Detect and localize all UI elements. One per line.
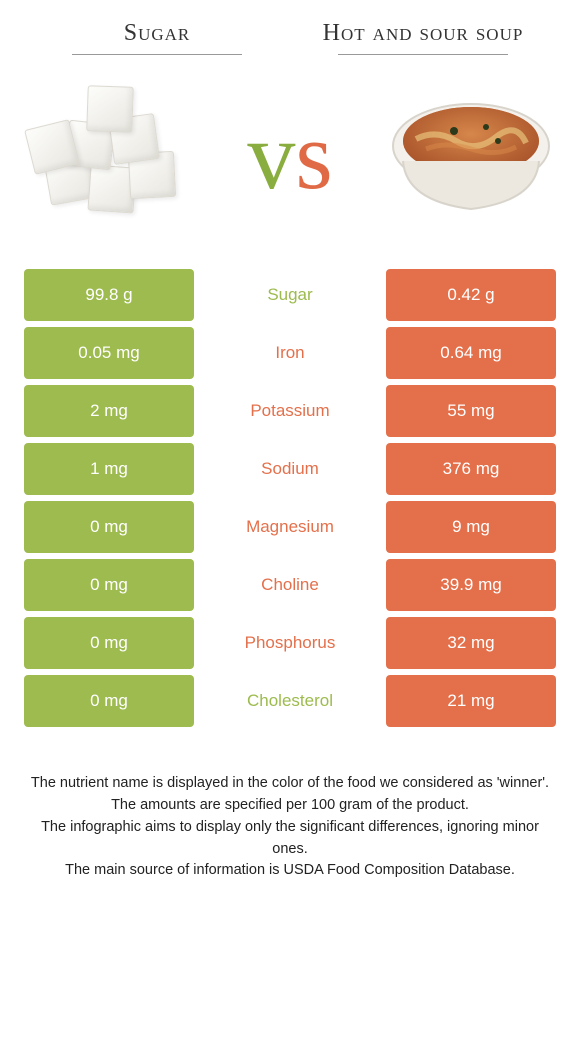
table-row: 2 mgPotassium55 mg [24,385,556,437]
nutrient-label: Phosphorus [194,617,386,669]
image-row: vs [24,71,556,241]
header-row: Sugar Hot and sour soup [24,20,556,55]
divider-right [338,54,508,55]
infographic: Sugar Hot and sour soup vs [0,0,580,902]
sugar-cubes-icon [29,86,189,226]
comparison-table: 99.8 gSugar0.42 g0.05 mgIron0.64 mg2 mgP… [24,269,556,727]
table-row: 1 mgSodium376 mg [24,443,556,495]
nutrient-label: Iron [194,327,386,379]
table-row: 0 mgCholine39.9 mg [24,559,556,611]
footer-line: The main source of information is USDA F… [28,860,552,882]
value-right: 21 mg [386,675,556,727]
vs-v: v [247,108,295,204]
value-right: 32 mg [386,617,556,669]
nutrient-label: Magnesium [194,501,386,553]
divider-left [72,54,242,55]
value-left: 0 mg [24,617,194,669]
table-row: 0 mgCholesterol21 mg [24,675,556,727]
nutrient-label: Sugar [194,269,386,321]
value-left: 0 mg [24,501,194,553]
value-left: 0 mg [24,675,194,727]
nutrient-label: Potassium [194,385,386,437]
value-left: 2 mg [24,385,194,437]
header-left: Sugar [24,20,290,55]
table-row: 0.05 mgIron0.64 mg [24,327,556,379]
soup-image [386,71,556,241]
header-right: Hot and sour soup [290,20,556,55]
title-right: Hot and sour soup [290,20,556,46]
value-left: 99.8 g [24,269,194,321]
nutrient-label: Choline [194,559,386,611]
footer-line: The infographic aims to display only the… [28,817,552,861]
table-row: 99.8 gSugar0.42 g [24,269,556,321]
nutrient-label: Sodium [194,443,386,495]
vs-label: vs [247,108,332,204]
value-right: 0.64 mg [386,327,556,379]
table-row: 0 mgPhosphorus32 mg [24,617,556,669]
value-left: 1 mg [24,443,194,495]
footer-line: The nutrient name is displayed in the co… [28,773,552,795]
value-right: 39.9 mg [386,559,556,611]
value-right: 9 mg [386,501,556,553]
title-left: Sugar [24,20,290,46]
value-left: 0.05 mg [24,327,194,379]
nutrient-label: Cholesterol [194,675,386,727]
table-row: 0 mgMagnesium9 mg [24,501,556,553]
value-right: 55 mg [386,385,556,437]
footer-notes: The nutrient name is displayed in the co… [24,773,556,882]
sugar-image [24,71,194,241]
value-right: 0.42 g [386,269,556,321]
value-right: 376 mg [386,443,556,495]
soup-bowl-icon [386,91,556,221]
value-left: 0 mg [24,559,194,611]
footer-line: The amounts are specified per 100 gram o… [28,795,552,817]
vs-s: s [295,108,332,204]
